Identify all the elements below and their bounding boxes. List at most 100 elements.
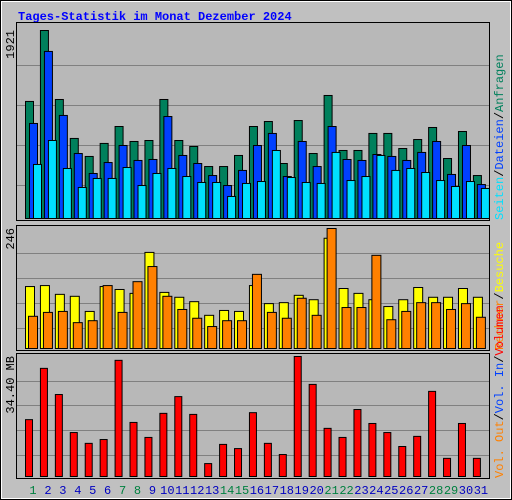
bar — [251, 273, 262, 350]
x-tick-label: 9 — [149, 484, 156, 498]
bar — [457, 422, 466, 477]
bar — [391, 169, 401, 219]
bar — [278, 454, 287, 477]
bar — [237, 320, 248, 350]
bar — [69, 432, 78, 477]
bar — [33, 163, 42, 219]
legend-entry: Seiten — [493, 177, 507, 220]
x-tick-label: 19 — [295, 484, 309, 498]
bar — [263, 442, 272, 478]
bar — [62, 167, 72, 219]
bar — [406, 167, 416, 219]
legend: Rechner/Besuche — [493, 242, 507, 350]
legend-entry: Vol. Out — [493, 420, 507, 478]
bar — [361, 176, 371, 219]
bar — [416, 302, 427, 349]
bar — [301, 181, 311, 220]
bar — [28, 315, 38, 349]
bar — [222, 320, 233, 350]
bar — [132, 281, 143, 350]
y-tick-label: 34.40 MB — [4, 356, 18, 414]
bar — [376, 154, 386, 219]
bar — [189, 413, 198, 478]
x-tick-label: 11 — [175, 484, 189, 498]
x-tick-label: 31 — [474, 484, 488, 498]
bar — [137, 185, 147, 219]
bar — [234, 448, 243, 477]
bar — [356, 307, 367, 349]
bar — [114, 359, 123, 478]
bar — [451, 185, 461, 220]
bar — [326, 228, 337, 349]
bar — [472, 457, 481, 478]
x-tick-label: 18 — [280, 484, 294, 498]
x-tick-label: 5 — [89, 484, 96, 498]
bar — [386, 319, 397, 349]
bar — [308, 383, 317, 478]
legend-separator: / — [493, 170, 507, 177]
bar — [152, 172, 162, 219]
bar — [371, 254, 382, 349]
x-tick-label: 17 — [265, 484, 279, 498]
bar — [167, 167, 177, 219]
bar — [147, 266, 158, 349]
bar — [293, 356, 302, 477]
x-tick-label: 7 — [119, 484, 126, 498]
bar — [242, 182, 252, 219]
legend-entry: Anfragen — [493, 54, 507, 112]
bar — [122, 167, 132, 220]
bar — [316, 182, 326, 219]
bar — [204, 463, 213, 477]
x-tick-label: 21 — [324, 484, 338, 498]
x-tick-label: 30 — [459, 484, 473, 498]
bar — [77, 186, 87, 220]
x-tick-label: 12 — [190, 484, 204, 498]
x-tick-label: 13 — [205, 484, 219, 498]
y-tick-label: 1921 — [4, 30, 18, 59]
legend-separator: / — [493, 356, 507, 363]
bar — [421, 172, 431, 220]
bar — [331, 151, 341, 219]
bar — [92, 177, 102, 219]
bar — [39, 367, 48, 478]
bar — [346, 180, 356, 219]
bar — [72, 322, 83, 349]
x-tick-label: 1 — [29, 484, 36, 498]
x-tick-label: 28 — [429, 484, 443, 498]
x-tick-label: 22 — [339, 484, 353, 498]
bar — [443, 457, 452, 478]
x-tick-label: 27 — [414, 484, 428, 498]
bar — [341, 307, 352, 349]
legend-separator: / — [493, 112, 507, 119]
bar — [129, 421, 138, 478]
bar — [57, 310, 68, 349]
bar — [271, 149, 281, 219]
legend: Seiten/Dateien/Anfragen — [493, 54, 507, 220]
bar — [413, 435, 422, 478]
bar — [465, 181, 475, 220]
bar — [84, 442, 93, 478]
x-tick-label: 4 — [74, 484, 81, 498]
legend-separator: / — [493, 413, 507, 420]
bar — [256, 181, 266, 220]
x-tick-label: 23 — [354, 484, 368, 498]
bar — [54, 394, 63, 477]
bar — [47, 140, 57, 219]
bar — [107, 177, 117, 219]
legend: Vol. Out/Vol. In/Volumen — [493, 305, 507, 478]
bar — [248, 412, 257, 477]
bar — [42, 311, 53, 349]
x-tick-label: 25 — [384, 484, 398, 498]
x-tick-label: 16 — [250, 484, 264, 498]
legend-entry: Dateien — [493, 119, 507, 169]
legend-entry: Volumen — [493, 305, 507, 355]
bar — [174, 396, 183, 477]
legend-entry: Vol. In — [493, 363, 507, 413]
x-tick-label: 3 — [59, 484, 66, 498]
bar — [431, 302, 442, 349]
bar — [446, 308, 457, 350]
bar — [177, 308, 188, 350]
x-tick-label: 2 — [44, 484, 51, 498]
